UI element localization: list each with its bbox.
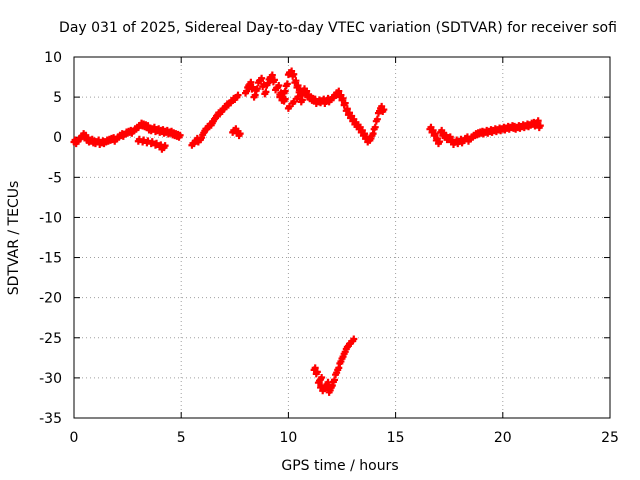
data-point: [289, 70, 298, 80]
data-point: [535, 122, 544, 132]
data-point: [379, 106, 388, 116]
data-point: [280, 95, 289, 105]
y-tick-label: -10: [39, 210, 62, 226]
y-tick-label: -20: [39, 291, 62, 307]
y-tick-label: -35: [39, 411, 62, 427]
y-tick-label: -15: [39, 251, 62, 267]
y-tick-label: -5: [48, 170, 62, 186]
data-point: [325, 386, 334, 396]
data-point: [291, 77, 300, 87]
data-point: [434, 138, 444, 148]
axes: [73, 56, 611, 419]
data-point: [334, 364, 343, 374]
data-point: [293, 93, 302, 103]
chart-title: Day 031 of 2025, Sidereal Day-to-day VTE…: [59, 20, 617, 36]
data-point: [282, 80, 291, 90]
x-tick-label: 5: [177, 430, 186, 446]
data-point: [257, 74, 266, 84]
data-point: [297, 96, 306, 106]
x-tick-label: 0: [70, 430, 79, 446]
data-point: [312, 368, 321, 378]
data-point: [235, 130, 244, 140]
data-point: [233, 91, 242, 101]
x-tick-label: 20: [494, 430, 512, 446]
data-point: [269, 76, 278, 86]
y-tick-label: -30: [39, 371, 62, 387]
data-point: [370, 123, 379, 133]
data-point: [175, 131, 184, 141]
plot-frame: [73, 56, 611, 419]
data-point: [317, 373, 326, 383]
y-axis-ticks: -35 -30 -25 -20 -15 -10 -5 0 5 10: [39, 50, 610, 427]
data-point: [274, 81, 283, 91]
data-point: [349, 335, 358, 345]
data-point: [250, 91, 259, 101]
y-tick-label: -25: [39, 331, 62, 347]
y-tick-label: 10: [44, 50, 62, 66]
data-point: [160, 142, 169, 152]
x-axis-label: GPS time / hours: [281, 458, 398, 474]
data-series-sdtvar: [70, 67, 544, 396]
x-tick-label: 25: [601, 430, 619, 446]
x-tick-label: 10: [279, 430, 297, 446]
data-point: [261, 88, 270, 98]
y-tick-label: 5: [53, 90, 62, 106]
x-axis-ticks: 0 5 10 15 20 25: [70, 57, 619, 446]
x-tick-label: 15: [387, 430, 405, 446]
data-point: [276, 91, 285, 101]
y-axis-label: SDTVAR / TECUs: [6, 181, 22, 296]
data-point: [252, 85, 261, 95]
y-tick-label: 0: [53, 130, 62, 146]
data-point: [372, 115, 381, 125]
data-point: [340, 99, 349, 109]
